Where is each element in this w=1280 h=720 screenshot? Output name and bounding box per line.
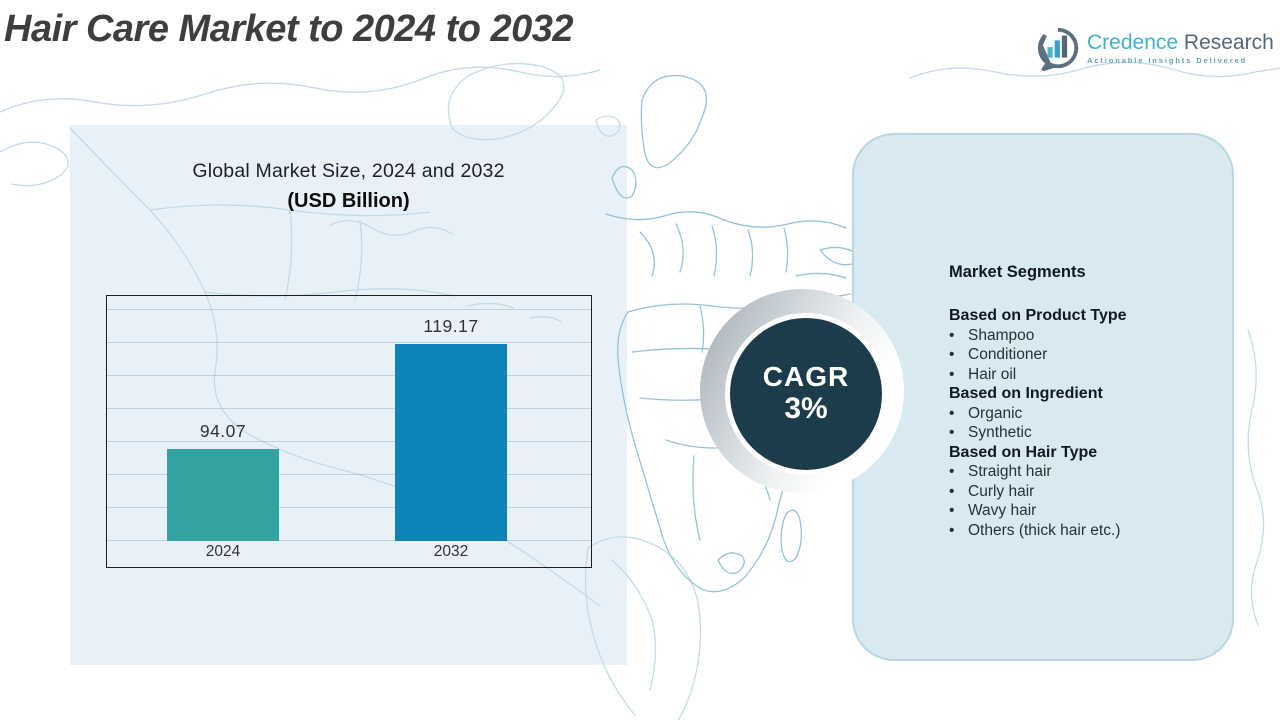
segment-item: • Curly hair	[949, 482, 1219, 502]
segment-item: • Organic	[949, 404, 1219, 424]
segment-item: • Wavy hair	[949, 501, 1219, 521]
segment-item-label: Synthetic	[968, 424, 1032, 441]
cagr-badge: CAGR 3%	[725, 313, 887, 475]
bullet-icon: •	[949, 482, 955, 500]
bullet-icon: •	[949, 502, 955, 519]
segment-item-label: Straight hair	[968, 463, 1052, 480]
segment-group-title: Based on Hair Type	[949, 443, 1098, 461]
market-segments-panel: Market Segments Based on Product Type • Sh…	[852, 133, 1234, 661]
page-title: Hair Care Market to 2024 to 2032	[4, 8, 574, 50]
bullet-icon: •	[949, 424, 955, 441]
chart-plot-area: 94.07 119.17	[107, 296, 591, 541]
segment-item-label: Wavy hair	[968, 502, 1037, 519]
segment-item: • Conditioner	[949, 345, 1219, 365]
bar-value-label-2032: 119.17	[423, 316, 479, 336]
segment-group-title: Based on Ingredient	[949, 385, 1103, 402]
bar-value-label-2024: 94.07	[199, 421, 247, 441]
chart-title-block: Global Market Size, 2024 and 2032 (USD B…	[70, 160, 627, 213]
bar-2024	[167, 449, 279, 541]
bullet-icon: •	[949, 365, 955, 383]
segment-item-label: Organic	[968, 404, 1023, 422]
segment-item-label: Hair oil	[968, 365, 1017, 383]
segment-item: • Hair oil	[949, 365, 1219, 385]
logo-tagline: Actionable Insights Delivered	[1087, 56, 1248, 65]
bullet-icon: •	[949, 346, 955, 363]
bar-2032	[395, 344, 507, 541]
bullet-icon: •	[949, 463, 955, 480]
segment-item: • Others (thick hair etc.)	[949, 521, 1219, 541]
cagr-value: 3%	[784, 392, 828, 425]
bar-chart: 94.07 119.17 2024 2032	[106, 295, 592, 568]
segment-item: • Straight hair	[949, 462, 1219, 482]
market-segments-heading: Market Segments	[949, 263, 1086, 281]
bar-category-label-2024: 2024	[205, 543, 241, 560]
segment-item: • Synthetic	[949, 423, 1219, 443]
bullet-icon: •	[949, 326, 955, 344]
cagr-label: CAGR	[762, 361, 850, 392]
market-segments-content: Market Segments Based on Product Type • Sh…	[949, 263, 1219, 540]
bullet-icon: •	[949, 404, 955, 422]
segment-item-label: Curly hair	[968, 482, 1035, 500]
logo-brand-name: Credence Research	[1087, 31, 1274, 54]
bullet-icon: •	[949, 521, 955, 539]
bar-category-label-2032: 2032	[433, 543, 469, 560]
segment-item-label: Conditioner	[968, 346, 1048, 363]
chart-title: Global Market Size, 2024 and 2032	[192, 160, 505, 182]
logo-text: Credence Research Actionable Insights De…	[1087, 31, 1274, 66]
segment-item-label: Others (thick hair etc.)	[968, 521, 1121, 539]
logo-bar-chart-icon	[1037, 27, 1079, 72]
segment-item: • Shampoo	[949, 326, 1219, 346]
segment-item-label: Shampoo	[968, 326, 1035, 344]
segment-group-title: Based on Product Type	[949, 307, 1127, 324]
credence-research-logo: Credence Research Actionable Insights De…	[1035, 26, 1274, 72]
chart-subtitle: (USD Billion)	[287, 190, 410, 212]
